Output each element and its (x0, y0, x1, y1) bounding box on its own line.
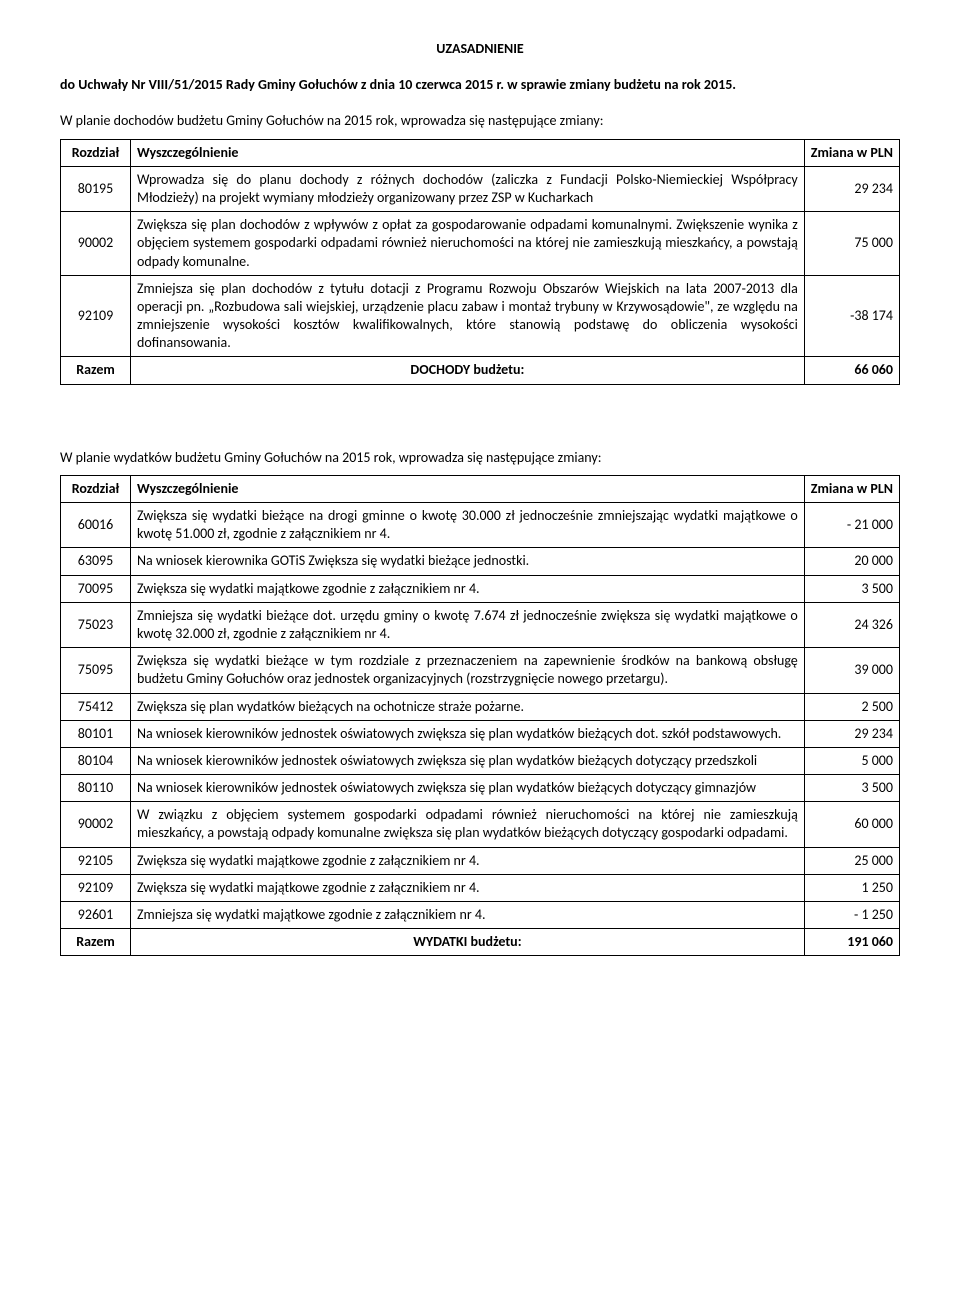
income-total-wysz: DOCHODY budżetu: (131, 357, 805, 384)
expenses-header-row: Rozdział Wyszczególnienie Zmiana w PLN (61, 475, 900, 502)
expenses-zmiana: 2 500 (804, 693, 899, 720)
expenses-total-label: Razem (61, 929, 131, 956)
income-rozdzial: 90002 (61, 212, 131, 276)
expenses-wysz: W związku z objęciem systemem gospodarki… (131, 802, 805, 847)
expenses-row: 92105Zwiększa się wydatki majątkowe zgod… (61, 847, 900, 874)
expenses-row: 60016Zwiększa się wydatki bieżące na dro… (61, 503, 900, 548)
expenses-zmiana: 3 500 (804, 575, 899, 602)
expenses-zmiana: 1 250 (804, 874, 899, 901)
expenses-total-wysz: WYDATKI budżetu: (131, 929, 805, 956)
expenses-row: 92601Zmniejsza się wydatki majątkowe zgo… (61, 902, 900, 929)
expenses-row: 92109Zwiększa się wydatki majątkowe zgod… (61, 874, 900, 901)
expenses-total-row: Razem WYDATKI budżetu: 191 060 (61, 929, 900, 956)
income-rozdzial: 92109 (61, 275, 131, 357)
expenses-wysz: Zwiększa się plan wydatków bieżących na … (131, 693, 805, 720)
expenses-zmiana: - 21 000 (804, 503, 899, 548)
income-table: Rozdział Wyszczególnienie Zmiana w PLN 8… (60, 139, 900, 385)
income-header-rozdzial: Rozdział (61, 139, 131, 166)
expenses-zmiana: 25 000 (804, 847, 899, 874)
expenses-row: 63095Na wniosek kierownika GOTiS Zwiększ… (61, 548, 900, 575)
income-total-label: Razem (61, 357, 131, 384)
income-intro: W planie dochodów budżetu Gminy Gołuchów… (60, 112, 900, 130)
expenses-wysz: Zwiększa się wydatki majątkowe zgodnie z… (131, 575, 805, 602)
income-zmiana: 29 234 (804, 166, 899, 211)
expenses-rozdzial: 92105 (61, 847, 131, 874)
income-row: 80195Wprowadza się do planu dochody z ró… (61, 166, 900, 211)
expenses-row: 90002W związku z objęciem systemem gospo… (61, 802, 900, 847)
expenses-row: 75095Zwiększa się wydatki bieżące w tym … (61, 648, 900, 693)
expenses-row: 80104Na wniosek kierowników jednostek oś… (61, 747, 900, 774)
expenses-rozdzial: 80104 (61, 747, 131, 774)
expenses-rozdzial: 75023 (61, 602, 131, 647)
document-title: UZASADNIENIE (60, 40, 900, 58)
expenses-total-value: 191 060 (804, 929, 899, 956)
income-wysz: Zmniejsza się plan dochodów z tytułu dot… (131, 275, 805, 357)
income-row: 92109Zmniejsza się plan dochodów z tytuł… (61, 275, 900, 357)
income-row: 90002Zwiększa się plan dochodów z wpływó… (61, 212, 900, 276)
expenses-zmiana: 3 500 (804, 775, 899, 802)
expenses-zmiana: 20 000 (804, 548, 899, 575)
expenses-wysz: Zwiększa się wydatki bieżące w tym rozdz… (131, 648, 805, 693)
expenses-row: 75412Zwiększa się plan wydatków bieżącyc… (61, 693, 900, 720)
income-header-row: Rozdział Wyszczególnienie Zmiana w PLN (61, 139, 900, 166)
expenses-row: 80110Na wniosek kierowników jednostek oś… (61, 775, 900, 802)
expenses-table: Rozdział Wyszczególnienie Zmiana w PLN 6… (60, 475, 900, 957)
expenses-zmiana: 24 326 (804, 602, 899, 647)
expenses-rozdzial: 60016 (61, 503, 131, 548)
expenses-wysz: Na wniosek kierowników jednostek oświato… (131, 720, 805, 747)
expenses-rozdzial: 75095 (61, 648, 131, 693)
document-subtitle: do Uchwały Nr VIII/51/2015 Rady Gminy Go… (60, 76, 900, 94)
expenses-zmiana: 29 234 (804, 720, 899, 747)
income-wysz: Wprowadza się do planu dochody z różnych… (131, 166, 805, 211)
expenses-rozdzial: 70095 (61, 575, 131, 602)
expenses-zmiana: - 1 250 (804, 902, 899, 929)
expenses-wysz: Zwiększa się wydatki bieżące na drogi gm… (131, 503, 805, 548)
expenses-rozdzial: 80110 (61, 775, 131, 802)
expenses-rozdzial: 63095 (61, 548, 131, 575)
expenses-intro: W planie wydatków budżetu Gminy Gołuchów… (60, 449, 900, 467)
income-wysz: Zwiększa się plan dochodów z wpływów z o… (131, 212, 805, 276)
expenses-zmiana: 5 000 (804, 747, 899, 774)
income-total-row: Razem DOCHODY budżetu: 66 060 (61, 357, 900, 384)
expenses-wysz: Zmniejsza się wydatki bieżące dot. urzęd… (131, 602, 805, 647)
expenses-header-wysz: Wyszczególnienie (131, 475, 805, 502)
expenses-wysz: Zwiększa się wydatki majątkowe zgodnie z… (131, 874, 805, 901)
income-rozdzial: 80195 (61, 166, 131, 211)
expenses-header-rozdzial: Rozdział (61, 475, 131, 502)
expenses-rozdzial: 92109 (61, 874, 131, 901)
expenses-header-zmiana: Zmiana w PLN (804, 475, 899, 502)
expenses-row: 80101Na wniosek kierowników jednostek oś… (61, 720, 900, 747)
expenses-rozdzial: 90002 (61, 802, 131, 847)
income-header-wysz: Wyszczególnienie (131, 139, 805, 166)
expenses-row: 75023Zmniejsza się wydatki bieżące dot. … (61, 602, 900, 647)
income-zmiana: 75 000 (804, 212, 899, 276)
expenses-rozdzial: 75412 (61, 693, 131, 720)
income-total-value: 66 060 (804, 357, 899, 384)
expenses-wysz: Zmniejsza się wydatki majątkowe zgodnie … (131, 902, 805, 929)
expenses-rozdzial: 80101 (61, 720, 131, 747)
expenses-wysz: Zwiększa się wydatki majątkowe zgodnie z… (131, 847, 805, 874)
expenses-wysz: Na wniosek kierownika GOTiS Zwiększa się… (131, 548, 805, 575)
income-zmiana: -38 174 (804, 275, 899, 357)
expenses-zmiana: 60 000 (804, 802, 899, 847)
expenses-wysz: Na wniosek kierowników jednostek oświato… (131, 775, 805, 802)
expenses-wysz: Na wniosek kierowników jednostek oświato… (131, 747, 805, 774)
income-header-zmiana: Zmiana w PLN (804, 139, 899, 166)
expenses-zmiana: 39 000 (804, 648, 899, 693)
expenses-rozdzial: 92601 (61, 902, 131, 929)
expenses-row: 70095Zwiększa się wydatki majątkowe zgod… (61, 575, 900, 602)
